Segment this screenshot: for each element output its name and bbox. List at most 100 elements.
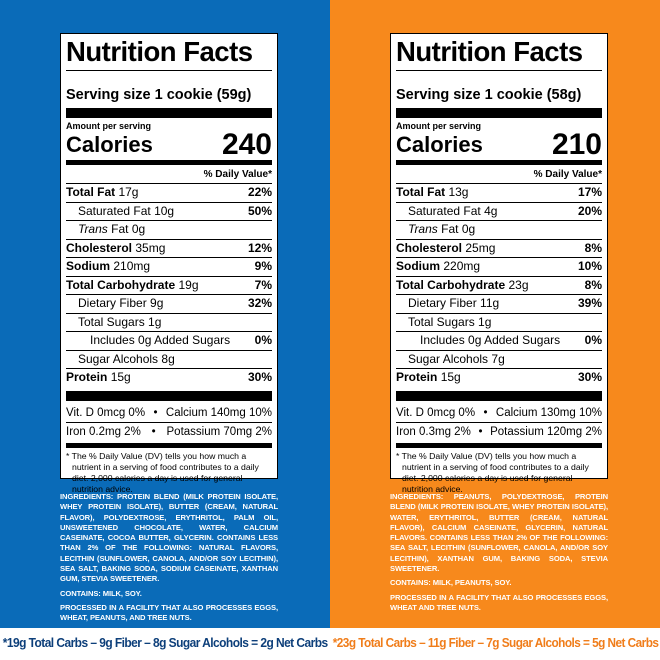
- nutrient-row: Sodium 210mg 9%: [66, 258, 272, 277]
- nutrient-name-amount: Dietary Fiber 11g: [396, 295, 499, 313]
- nutrient-row: Saturated Fat 10g 50%: [66, 203, 272, 221]
- calories-label: Calories: [66, 132, 153, 157]
- nutrient-amount: 23g: [508, 277, 529, 292]
- nutrient-amount: 13g: [448, 185, 469, 199]
- calories-value: 210: [551, 128, 602, 161]
- nutrient-name: Total Fat: [66, 185, 116, 199]
- nutrient-name: Dietary Fiber: [78, 296, 147, 310]
- nutrient-amount: 19g: [178, 277, 199, 292]
- amount-per-serving: Amount per serving: [396, 121, 482, 131]
- daily-value-header: % Daily Value*: [396, 168, 602, 184]
- daily-value-footnote: * The % Daily Value (DV) tells you how m…: [66, 450, 259, 494]
- nutrient-name-amount: Total Fat 13g: [396, 184, 468, 202]
- label-title: Nutrition Facts: [66, 37, 272, 71]
- nutrient-name-amount: Total Fat 17g: [66, 184, 138, 202]
- net-carbs-note-left: *19g Total Carbs – 9g Fiber – 8g Sugar A…: [0, 628, 328, 660]
- ingredients-text: INGREDIENTS: PROTEIN BLEND (MILK PROTEIN…: [60, 492, 278, 584]
- nutrient-amount: 1g: [478, 314, 492, 329]
- nutrient-amount: 0g Added Sugars: [138, 333, 231, 347]
- nutrient-daily-value: 0%: [584, 333, 602, 347]
- nutrient-name-amount: Sugar Alcohols 8g: [66, 351, 175, 369]
- nutrient-row: Total Fat 13g 17%: [396, 184, 602, 203]
- nutrient-amount: 25mg: [465, 240, 496, 255]
- facility-warning: PROCESSED IN A FACILITY THAT ALSO PROCES…: [60, 602, 278, 623]
- amount-per-serving: Amount per serving: [66, 121, 152, 131]
- calories-label: Calories: [396, 132, 483, 157]
- bullet: •: [478, 425, 483, 438]
- vitamin-row: Iron 0.3mg 2% • Potassium 120mg 2%: [396, 423, 602, 441]
- nutrient-name-amount: Total Carbohydrate 19g: [66, 277, 199, 295]
- divider-medium: [396, 442, 602, 448]
- nutrient-amount: 4g: [484, 203, 498, 218]
- nutrient-name: Saturated Fat: [408, 203, 481, 218]
- nutrient-amount: Fat 0g: [111, 222, 146, 236]
- nutrient-amount: 10g: [154, 203, 175, 218]
- nutrient-name: Trans: [408, 222, 438, 236]
- nutrient-daily-value: 8%: [584, 277, 602, 292]
- vitamin-value: Iron 0.2mg 2%: [66, 425, 141, 438]
- nutrient-daily-value: 17%: [577, 185, 602, 199]
- nutrient-name-amount: Total Sugars 1g: [66, 314, 161, 332]
- nutrient-row: Trans Fat 0g: [396, 221, 602, 240]
- nutrient-name-amount: Includes 0g Added Sugars: [66, 332, 230, 350]
- nutrient-name: Includes: [90, 333, 135, 347]
- nutrient-daily-value: 9%: [254, 259, 272, 273]
- nutrient-row: Saturated Fat 4g 20%: [396, 203, 602, 221]
- nutrient-name-amount: Saturated Fat 10g: [66, 203, 174, 221]
- divider-medium: [66, 442, 272, 448]
- nutrient-row: Trans Fat 0g: [66, 221, 272, 240]
- nutrition-facts-label: Nutrition Facts Serving size 1 cookie (59…: [60, 33, 278, 494]
- divider-thick: [396, 108, 602, 118]
- allergen-contains: CONTAINS: MILK, PEANUTS, SOY.: [390, 578, 512, 588]
- nutrient-daily-value: 50%: [247, 203, 272, 218]
- nutrient-name: Total Fat: [396, 185, 446, 199]
- allergen-contains: CONTAINS: MILK, SOY.: [60, 588, 142, 598]
- nutrient-daily-value: 30%: [247, 370, 272, 384]
- ingredients-block: INGREDIENTS: PROTEIN BLEND (MILK PROTEIN…: [60, 492, 278, 628]
- nutrient-row: Includes 0g Added Sugars 0%: [396, 332, 602, 351]
- nutrient-name: Sugar Alcohols: [408, 351, 489, 366]
- nutrient-amount: 210mg: [113, 259, 151, 273]
- divider-medium: [66, 160, 272, 165]
- nutrient-amount: 220mg: [443, 259, 481, 273]
- nutrient-daily-value: 20%: [577, 203, 602, 218]
- net-carbs-note-right: *23g Total Carbs – 11g Fiber – 7g Sugar …: [330, 628, 659, 660]
- nutrient-row: Sodium 220mg 10%: [396, 258, 602, 277]
- vitamin-row: Vit. D 0mcg 0% • Calcium 130mg 10%: [396, 404, 602, 423]
- nutrient-row: Dietary Fiber 11g 39%: [396, 295, 602, 314]
- nutrient-row: Sugar Alcohols 8g: [66, 351, 272, 369]
- nutrient-name-amount: Dietary Fiber 9g: [66, 295, 163, 313]
- serving-size: Serving size 1 cookie (58g): [396, 87, 582, 103]
- nutrient-amount: Fat 0g: [441, 222, 476, 236]
- nutrition-facts-label: Nutrition Facts Serving size 1 cookie (58…: [390, 33, 608, 494]
- serving-size: Serving size 1 cookie (59g): [66, 87, 252, 103]
- nutrient-amount: 35mg: [135, 240, 166, 255]
- nutrient-name-amount: Total Sugars 1g: [396, 314, 491, 332]
- right-product-panel: Nutrition Facts Serving size 1 cookie (58…: [330, 0, 660, 628]
- nutrient-row: Sugar Alcohols 7g: [396, 351, 602, 369]
- daily-value-footnote: * The % Daily Value (DV) tells you how m…: [396, 450, 589, 494]
- ingredients-block: INGREDIENTS: PEANUTS, POLYDEXTROSE, PROT…: [390, 492, 608, 617]
- nutrient-row: Total Sugars 1g: [396, 314, 602, 332]
- nutrient-name: Saturated Fat: [78, 203, 151, 218]
- nutrient-daily-value: 32%: [247, 296, 272, 310]
- nutrient-row: Cholesterol 25mg 8%: [396, 240, 602, 258]
- nutrient-row: Cholesterol 35mg 12%: [66, 240, 272, 258]
- nutrient-daily-value: 22%: [247, 185, 272, 199]
- nutrient-name-amount: Sodium 210mg: [66, 258, 150, 276]
- divider-thick: [66, 390, 272, 401]
- divider-thick: [66, 108, 272, 118]
- nutrient-daily-value: 0%: [254, 333, 272, 347]
- calories-value: 240: [221, 128, 272, 161]
- vitamin-value: Vit. D 0mcg 0%: [66, 406, 146, 419]
- vitamin-row: Vit. D 0mcg 0% • Calcium 140mg 10%: [66, 404, 272, 423]
- nutrient-row: Protein 15g 30%: [66, 369, 272, 387]
- nutrient-name: Includes: [420, 333, 465, 347]
- nutrient-name: Sugar Alcohols: [78, 351, 159, 366]
- vitamin-value: Calcium 130mg 10%: [495, 406, 602, 419]
- nutrient-name: Cholesterol: [66, 240, 133, 255]
- vitamin-value: Calcium 140mg 10%: [165, 406, 272, 419]
- nutrient-amount: 7g: [491, 351, 505, 366]
- nutrient-daily-value: 7%: [254, 277, 272, 292]
- nutrient-row: Total Sugars 1g: [66, 314, 272, 332]
